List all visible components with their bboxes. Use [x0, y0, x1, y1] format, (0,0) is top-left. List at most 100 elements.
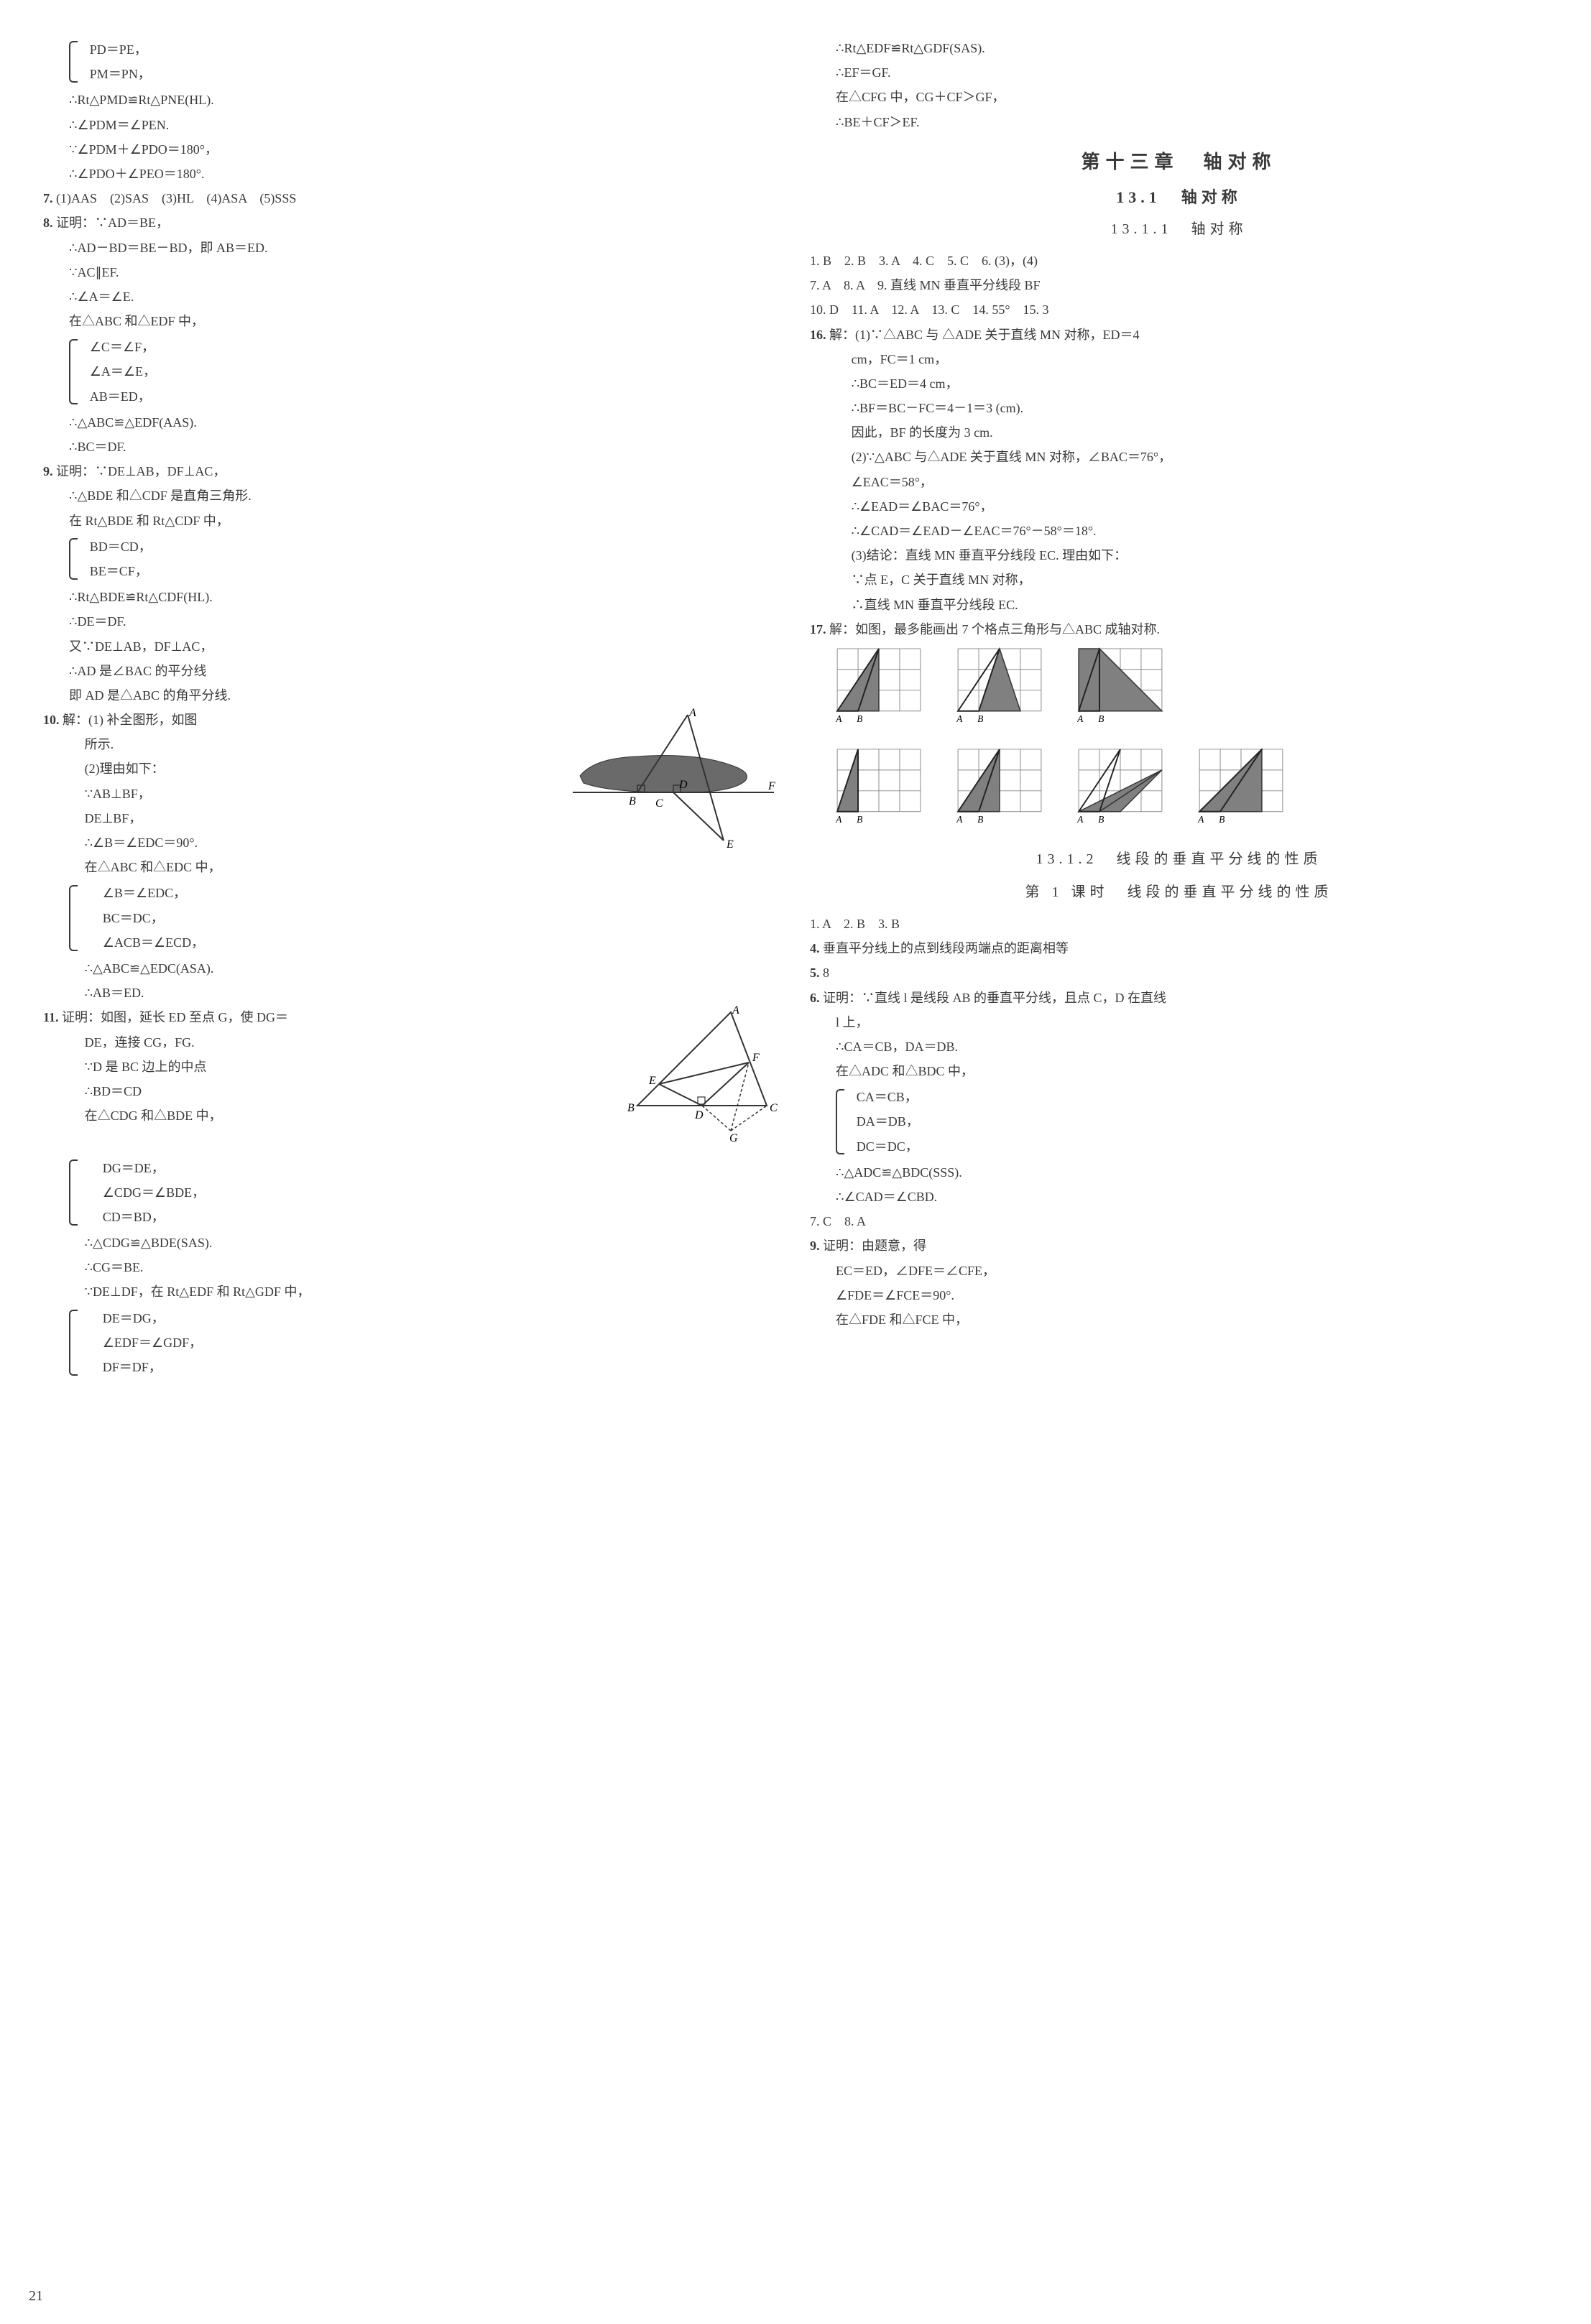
proof-line: ∵∠PDM＋∠PDO＝180°，: [43, 137, 781, 162]
proof-line: (2)∵△ABC 与△ADE 关于直线 MN 对称，∠BAC＝76°，: [810, 445, 1548, 469]
svg-text:C: C: [1117, 748, 1125, 749]
eq-line: BE＝CF，: [82, 559, 781, 583]
page-root: PD＝PE， PM＝PN， ∴Rt△PMD≌Rt△PNE(HL). ∴∠PDM＝…: [43, 36, 1548, 1381]
q8-lead: 证明：∵AD＝BE，: [56, 216, 169, 230]
svg-text:C: C: [1097, 647, 1104, 648]
lesson-title: 第 1 课时 线段的垂直平分线的性质: [810, 879, 1548, 906]
q17-content: 解：如图，最多能画出 7 个格点三角形与△ABC 成轴对称.: [829, 622, 1160, 636]
proof-line: ∠FDE＝∠FCE＝90°.: [810, 1283, 1548, 1307]
svg-text:B: B: [977, 713, 983, 724]
svg-text:B: B: [977, 814, 983, 825]
eq-line: BD＝CD，: [82, 534, 781, 559]
proof-line: (3)结论：直线 MN 垂直平分线段 EC. 理由如下：: [810, 543, 1548, 568]
svg-text:C: C: [1259, 748, 1266, 749]
answer-row: 1. A 2. B 3. B: [810, 912, 1548, 936]
label-F: F: [752, 1052, 760, 1064]
grid-figure: ABC: [1077, 748, 1185, 828]
eq-line: ∠ACB＝∠ECD，: [95, 930, 781, 955]
svg-text:B: B: [1098, 713, 1104, 724]
subsection-title: 13.1.1 轴对称: [810, 216, 1548, 243]
proof-line: ∴∠PDM＝∠PEN.: [43, 113, 781, 137]
eq-line: ∠A＝∠E，: [82, 359, 781, 384]
proof-line: ∴△CDG≌△BDE(SAS).: [43, 1231, 781, 1255]
svg-text:A: A: [836, 814, 842, 825]
eq-line: BC＝DC，: [95, 906, 781, 930]
proof-line: ∴BC＝DF.: [43, 435, 781, 459]
q9-lead: 证明：∵DE⊥AB，DF⊥AC，: [56, 464, 226, 478]
q7: 7. (1)AAS (2)SAS (3)HL (4)ASA (5)SSS: [43, 186, 781, 210]
q4: 4. 垂直平分线上的点到线段两端点的距离相等: [810, 936, 1548, 960]
chapter-title: 第十三章 轴对称: [810, 144, 1548, 180]
answer-row: 7. A 8. A 9. 直线 MN 垂直平分线段 BF: [810, 273, 1548, 297]
grid-row-2: ABC ABC ABC ABC: [836, 748, 1548, 828]
proof-line: ∴CA＝CB，DA＝DB.: [810, 1034, 1548, 1059]
subsection-title: 13.1.2 线段的垂直平分线的性质: [810, 846, 1548, 873]
eq-line: DA＝DB，: [849, 1109, 1548, 1134]
proof-line: ∴AD－BD＝BE－BD，即 AB＝ED.: [43, 236, 781, 260]
proof-line: ∵点 E，C 关于直线 MN 对称，: [810, 568, 1548, 592]
eq-line: ∠C＝∠F，: [82, 335, 781, 359]
label-A: A: [732, 1005, 739, 1017]
brace-group: PD＝PE， PM＝PN，: [43, 37, 781, 86]
grid-figure: A B C: [836, 647, 944, 728]
eq-line: ∠EDF＝∠GDF，: [95, 1330, 781, 1355]
eq-line: CA＝CB，: [849, 1085, 1548, 1109]
left-column: PD＝PE， PM＝PN， ∴Rt△PMD≌Rt△PNE(HL). ∴∠PDM＝…: [43, 36, 781, 1381]
q11-block: A B C D E F G 11. 证明：如图，延长 ED 至点 G，使 DG＝…: [43, 1005, 781, 1154]
eq-line: CD＝BD，: [95, 1205, 781, 1229]
proof-line: ∵AC∥EF.: [43, 260, 781, 284]
brace-group: CA＝CB， DA＝DB， DC＝DC，: [810, 1085, 1548, 1159]
brace-group: ∠B＝∠EDC， BC＝DC， ∠ACB＝∠ECD，: [43, 881, 781, 955]
eq-line: DE＝DG，: [95, 1306, 781, 1330]
proof-line: ∴Rt△EDF≌Rt△GDF(SAS).: [810, 36, 1548, 60]
svg-text:C: C: [855, 748, 862, 749]
label-B: B: [629, 795, 636, 807]
eq-line: DF＝DF，: [95, 1355, 781, 1379]
proof-line: ∴∠CAD＝∠CBD.: [810, 1185, 1548, 1209]
eq-line: AB＝ED，: [82, 384, 781, 409]
proof-line: 在△FDE 和△FCE 中，: [810, 1307, 1548, 1332]
q5-content: 8: [823, 966, 829, 980]
svg-text:A: A: [836, 713, 842, 724]
proof-line: ∴△ADC≌△BDC(SSS).: [810, 1160, 1548, 1185]
grid-figure: ABC: [956, 748, 1064, 828]
q5: 5. 8: [810, 960, 1548, 985]
label-E: E: [648, 1075, 656, 1087]
svg-text:B: B: [1219, 814, 1225, 825]
svg-text:B: B: [857, 713, 862, 724]
proof-line: ∵DE⊥DF，在 Rt△EDF 和 Rt△GDF 中，: [43, 1279, 781, 1304]
proof-line: 在△ABC 和△EDF 中，: [43, 309, 781, 333]
proof-line: ∴∠EAD＝∠BAC＝76°，: [810, 494, 1548, 519]
proof-line: EC＝ED，∠DFE＝∠CFE，: [810, 1259, 1548, 1283]
svg-text:A: A: [1077, 814, 1084, 825]
answer-row: 10. D 11. A 12. A 13. C 14. 55° 15. 3: [810, 297, 1548, 322]
brace-group: BD＝CD， BE＝CF，: [43, 534, 781, 583]
brace-group: ∠C＝∠F， ∠A＝∠E， AB＝ED，: [43, 335, 781, 409]
label-B: B: [627, 1102, 635, 1114]
q9: 9. 证明：∵DE⊥AB，DF⊥AC，: [43, 459, 781, 483]
proof-line: ∴EF＝GF.: [810, 60, 1548, 85]
eq-line: ∠B＝∠EDC，: [95, 881, 781, 905]
q16: 16. 解：(1)∵△ABC 与 △ADE 关于直线 MN 对称，ED＝4: [810, 323, 1548, 347]
brace-group: DG＝DE， ∠CDG＝∠BDE， CD＝BD，: [43, 1156, 781, 1230]
q4-content: 垂直平分线上的点到线段两端点的距离相等: [823, 941, 1069, 955]
label-A: A: [688, 708, 696, 719]
q8: 8. 证明：∵AD＝BE，: [43, 210, 781, 235]
grid-figure: A B C: [1077, 647, 1185, 728]
svg-text:A: A: [956, 814, 963, 825]
proof-line: ∴△ABC≌△EDC(ASA).: [43, 956, 781, 981]
svg-text:A: A: [1077, 713, 1084, 724]
proof-line: 在△ADC 和△BDC 中，: [810, 1059, 1548, 1083]
section-title: 13.1 轴对称: [810, 182, 1548, 213]
proof-line: ∴BC＝ED＝4 cm，: [810, 371, 1548, 396]
page-number: 21: [29, 2282, 43, 2310]
q11-lead: 证明：如图，延长 ED 至点 G，使 DG＝: [62, 1010, 288, 1024]
proof-line: l 上，: [810, 1010, 1548, 1034]
proof-line: 又∵DE⊥AB，DF⊥AC，: [43, 634, 781, 659]
svg-text:A: A: [956, 713, 963, 724]
proof-line: ∴Rt△PMD≌Rt△PNE(HL).: [43, 88, 781, 112]
svg-text:B: B: [857, 814, 862, 825]
label-D: D: [694, 1109, 704, 1121]
svg-text:C: C: [876, 647, 883, 648]
label-G: G: [729, 1132, 738, 1142]
